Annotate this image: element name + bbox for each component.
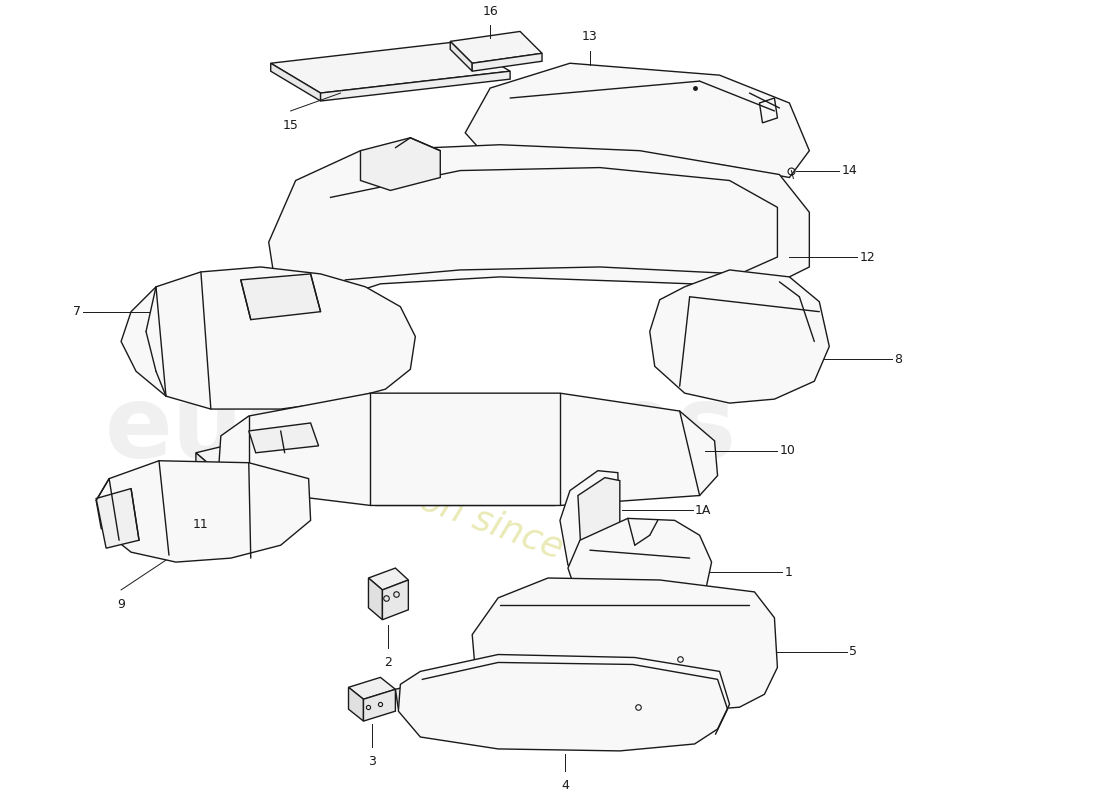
Text: eurospares: eurospares (104, 382, 736, 479)
Polygon shape (472, 578, 778, 714)
Polygon shape (398, 654, 729, 751)
Text: 5: 5 (849, 645, 857, 658)
Polygon shape (310, 282, 336, 310)
Polygon shape (361, 138, 440, 190)
Polygon shape (465, 63, 810, 178)
Polygon shape (196, 436, 288, 473)
Text: 3: 3 (368, 755, 376, 768)
Polygon shape (650, 270, 829, 403)
Polygon shape (219, 456, 288, 482)
Polygon shape (271, 63, 320, 101)
Polygon shape (241, 274, 320, 320)
Polygon shape (383, 580, 408, 620)
Polygon shape (219, 393, 717, 506)
Text: 13: 13 (582, 30, 597, 43)
Text: 4: 4 (561, 778, 569, 792)
Text: a passion since 1985: a passion since 1985 (296, 439, 664, 602)
Text: 1: 1 (784, 566, 792, 578)
Polygon shape (349, 678, 395, 699)
Polygon shape (268, 145, 810, 306)
Text: 12: 12 (859, 250, 874, 263)
Polygon shape (450, 31, 542, 63)
Text: 14: 14 (842, 164, 857, 177)
Polygon shape (196, 453, 219, 482)
Polygon shape (472, 54, 542, 71)
Text: 2: 2 (385, 655, 393, 669)
Text: 11: 11 (192, 518, 209, 531)
Polygon shape (560, 470, 619, 572)
Polygon shape (121, 267, 416, 409)
Polygon shape (368, 568, 408, 590)
Text: 15: 15 (283, 119, 298, 132)
Polygon shape (249, 423, 319, 453)
Polygon shape (578, 478, 619, 568)
Polygon shape (271, 42, 510, 93)
Polygon shape (320, 71, 510, 101)
Polygon shape (96, 461, 310, 562)
Polygon shape (568, 518, 712, 634)
Polygon shape (450, 42, 472, 71)
Polygon shape (96, 489, 139, 548)
Text: 9: 9 (117, 598, 125, 611)
Text: 16: 16 (482, 5, 498, 18)
Polygon shape (349, 687, 363, 721)
Text: 8: 8 (894, 353, 902, 366)
Polygon shape (395, 684, 418, 709)
Polygon shape (368, 578, 383, 620)
Text: 10: 10 (780, 444, 795, 458)
Text: 1A: 1A (694, 504, 711, 517)
Text: 7: 7 (74, 305, 81, 318)
Polygon shape (375, 490, 556, 506)
Polygon shape (363, 690, 395, 721)
Polygon shape (375, 396, 556, 411)
